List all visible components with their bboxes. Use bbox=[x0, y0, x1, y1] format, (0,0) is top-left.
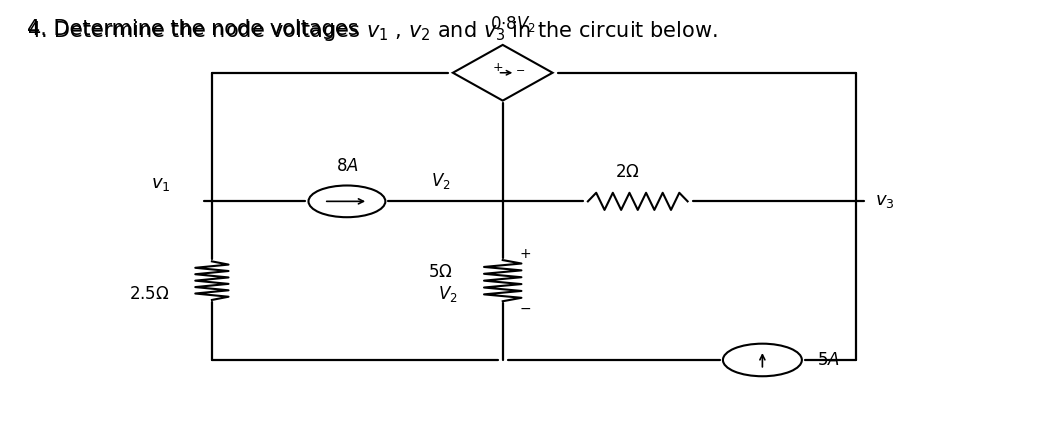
Text: $5\Omega$: $5\Omega$ bbox=[428, 263, 453, 281]
Text: $V_2$: $V_2$ bbox=[430, 170, 450, 191]
Text: $0{\cdot}8V_2$: $0{\cdot}8V_2$ bbox=[490, 14, 536, 34]
Text: +: + bbox=[519, 246, 532, 260]
Text: $5A$: $5A$ bbox=[818, 351, 841, 369]
Text: $8A$: $8A$ bbox=[335, 157, 358, 175]
Text: $-$: $-$ bbox=[519, 301, 532, 315]
Text: 4. Determine the node voltages $v_1$ , $v_2$ and $v_3$ in the circuit below.: 4. Determine the node voltages $v_1$ , $… bbox=[27, 19, 718, 43]
Text: $v_1$: $v_1$ bbox=[151, 175, 171, 193]
Text: +: + bbox=[492, 61, 503, 74]
Text: $2\Omega$: $2\Omega$ bbox=[615, 163, 640, 181]
Text: 4. Determine the node voltages: 4. Determine the node voltages bbox=[27, 19, 365, 39]
Text: $2.5\Omega$: $2.5\Omega$ bbox=[129, 284, 170, 302]
Text: $V_2$: $V_2$ bbox=[439, 284, 459, 304]
Text: $-$: $-$ bbox=[515, 64, 526, 74]
Text: $v_3$: $v_3$ bbox=[874, 192, 894, 210]
